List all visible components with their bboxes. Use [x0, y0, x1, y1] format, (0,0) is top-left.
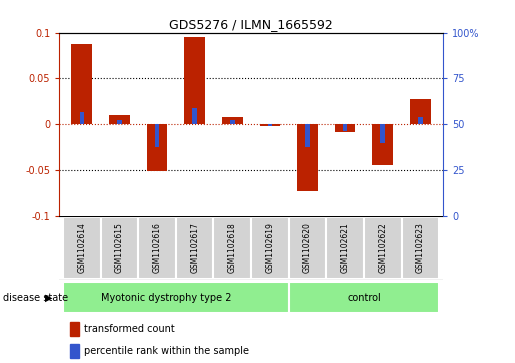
FancyBboxPatch shape [213, 217, 251, 279]
Text: GSM1102623: GSM1102623 [416, 222, 425, 273]
Bar [109, 115, 130, 124]
Bar [297, 124, 318, 191]
FancyBboxPatch shape [364, 217, 402, 279]
Text: GSM1102618: GSM1102618 [228, 223, 237, 273]
Bar [305, 124, 310, 147]
Text: GSM1102622: GSM1102622 [378, 223, 387, 273]
Bar [155, 124, 159, 147]
Bar [381, 124, 385, 143]
Bar [260, 124, 280, 126]
Bar [418, 117, 423, 124]
Bar [335, 124, 355, 132]
Text: GSM1102614: GSM1102614 [77, 222, 87, 273]
Bar [117, 120, 122, 124]
FancyBboxPatch shape [289, 282, 439, 313]
FancyBboxPatch shape [251, 217, 289, 279]
Text: GSM1102617: GSM1102617 [190, 222, 199, 273]
Text: Myotonic dystrophy type 2: Myotonic dystrophy type 2 [101, 293, 232, 303]
FancyBboxPatch shape [289, 217, 327, 279]
FancyBboxPatch shape [327, 217, 364, 279]
Title: GDS5276 / ILMN_1665592: GDS5276 / ILMN_1665592 [169, 19, 333, 32]
Text: transformed count: transformed count [84, 324, 175, 334]
FancyBboxPatch shape [176, 217, 213, 279]
FancyBboxPatch shape [63, 217, 100, 279]
FancyBboxPatch shape [63, 282, 289, 313]
Text: percentile rank within the sample: percentile rank within the sample [84, 346, 249, 356]
Text: GSM1102615: GSM1102615 [115, 222, 124, 273]
Bar [372, 124, 393, 165]
Bar [72, 44, 92, 124]
Bar [147, 124, 167, 171]
Bar [222, 117, 243, 124]
Bar [70, 322, 79, 336]
Text: GSM1102619: GSM1102619 [265, 222, 274, 273]
Bar [70, 344, 79, 358]
Bar [193, 108, 197, 124]
Text: GSM1102621: GSM1102621 [340, 223, 350, 273]
Text: disease state: disease state [3, 293, 67, 303]
Bar [343, 124, 347, 131]
Bar [268, 124, 272, 126]
Text: GSM1102616: GSM1102616 [152, 222, 162, 273]
Bar [79, 113, 84, 124]
FancyBboxPatch shape [138, 217, 176, 279]
Text: GSM1102620: GSM1102620 [303, 222, 312, 273]
FancyBboxPatch shape [100, 217, 138, 279]
Text: control: control [347, 293, 381, 303]
FancyBboxPatch shape [402, 217, 439, 279]
Text: ▶: ▶ [45, 293, 53, 303]
Bar [184, 37, 205, 124]
Bar [230, 120, 234, 124]
Bar [410, 99, 431, 124]
